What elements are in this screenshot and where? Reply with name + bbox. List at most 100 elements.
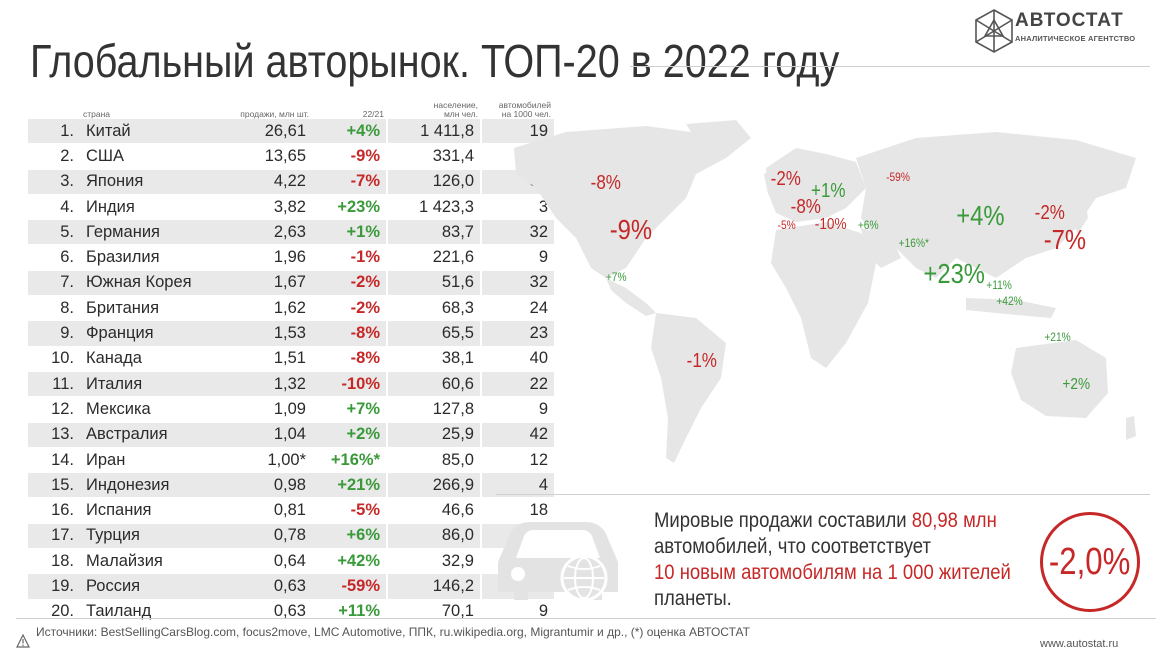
change-cell: -2% [312, 270, 387, 297]
table-row: 14. Иран 1,00* +16%* 85,0 12 [28, 447, 554, 474]
sales-cell: 0,98 [200, 472, 312, 499]
site-link[interactable]: www.autostat.ru [1040, 638, 1119, 650]
header-population-line1: население, [433, 100, 478, 110]
africa-shape [771, 222, 876, 368]
cars-per-1000-cell: 4 [480, 472, 554, 499]
map-label-canada: -8% [590, 172, 621, 194]
indonesia-shape [966, 298, 1056, 318]
rank-cell: 9. [28, 320, 80, 347]
population-cell: 46,6 [386, 497, 481, 524]
logo-subtitle: АНАЛИТИЧЕСКОЕ АГЕНТСТВО [1015, 34, 1136, 43]
rank-cell: 15. [28, 472, 80, 499]
country-cell: Китай [80, 119, 200, 145]
map-label-turkey: +6% [857, 218, 879, 232]
car-globe-icon [498, 522, 618, 602]
change-cell: -10% [312, 371, 387, 398]
cars-per-1000-cell: 3 [480, 194, 554, 221]
sources-text: Источники: BestSellingCarsBlog.com, focu… [36, 625, 750, 639]
population-cell: 38,1 [386, 346, 481, 372]
country-cell: Малайзия [80, 548, 200, 575]
rank-cell: 11. [28, 371, 80, 398]
header-cars-line2: на 1000 чел. [501, 109, 551, 119]
map-label-thailand: +11% [986, 278, 1012, 292]
sales-cell: 3,82 [200, 194, 312, 221]
table-row: 10. Канада 1,51 -8% 38,1 40 [28, 346, 554, 372]
rank-cell: 16. [28, 497, 80, 524]
asia-shape [856, 132, 1136, 278]
rank-cell: 12. [28, 396, 80, 423]
rank-cell: 5. [28, 219, 80, 246]
population-cell: 331,4 [386, 143, 481, 170]
sales-cell: 26,61 [200, 119, 312, 145]
map-label-usa: -9% [609, 214, 653, 245]
cars-per-1000-cell: 9 [480, 599, 554, 625]
population-cell: 85,0 [386, 447, 481, 474]
change-cell: +4% [312, 119, 387, 145]
map-label-france: -8% [790, 196, 821, 218]
map-label-india: +23% [923, 258, 985, 289]
sales-cell: 1,96 [200, 244, 312, 271]
population-cell: 86,0 [386, 523, 481, 550]
world-map [514, 120, 1136, 463]
map-label-brazil: -1% [686, 350, 717, 372]
header-population-line2: млн чел. [443, 109, 478, 119]
rank-cell: 20. [28, 599, 80, 625]
map-label-japan: -7% [1043, 224, 1087, 255]
rank-cell: 19. [28, 573, 80, 600]
table-row: 11. Италия 1,32 -10% 60,6 22 [28, 371, 554, 398]
summary-line4: планеты. [654, 587, 732, 610]
sales-cell: 2,63 [200, 219, 312, 246]
change-cell: +42% [312, 548, 387, 575]
cars-per-1000-cell: 9 [480, 396, 554, 423]
europe-shape [766, 148, 866, 222]
sales-cell: 0,64 [200, 548, 312, 575]
table-row: 9. Франция 1,53 -8% 65,5 23 [28, 320, 554, 347]
country-cell: Австралия [80, 422, 200, 448]
britain-shape [764, 168, 780, 194]
map-label-spain: -5% [777, 218, 796, 232]
country-cell: Турция [80, 523, 200, 550]
country-cell: Испания [80, 497, 200, 524]
country-cell: Германия [80, 219, 200, 246]
divider [496, 494, 1150, 495]
change-cell: -8% [312, 346, 387, 372]
table-row: 1. Китай 26,61 +4% 1 411,8 19 [28, 119, 554, 145]
change-cell: +1% [312, 219, 387, 246]
rank-cell: 7. [28, 270, 80, 297]
sales-cell: 1,00* [200, 447, 312, 474]
japan-shape [1070, 194, 1088, 233]
population-cell: 1 411,8 [386, 119, 481, 145]
cars-per-1000-cell: 24 [480, 295, 554, 322]
population-cell: 70,1 [386, 599, 481, 625]
change-cell: +21% [312, 472, 387, 499]
north-america-shape [514, 126, 726, 278]
header-change: 22/21 [362, 109, 384, 119]
table-row: 12. Мексика 1,09 +7% 127,8 9 [28, 396, 554, 423]
total-change-badge: -2,0% [1040, 512, 1140, 612]
sales-cell: 1,53 [200, 320, 312, 347]
autostat-logo-icon [975, 9, 1013, 53]
population-cell: 25,9 [386, 422, 481, 448]
country-cell: Южная Корея [80, 270, 200, 297]
change-cell: -9% [312, 143, 387, 170]
sales-cell: 0,63 [200, 599, 312, 625]
cars-per-1000-cell: 9 [480, 244, 554, 271]
change-cell: +11% [312, 599, 387, 625]
country-cell: Индонезия [80, 472, 200, 499]
change-cell: -1% [312, 244, 387, 271]
divider [16, 618, 1156, 619]
population-cell: 146,2 [386, 573, 481, 600]
country-cell: Иран [80, 447, 200, 474]
map-label-germany: +1% [811, 180, 846, 202]
divider [630, 66, 1150, 67]
country-cell: Италия [80, 371, 200, 398]
country-cell: Индия [80, 194, 200, 221]
header-sales: продажи, млн шт. [240, 109, 309, 119]
country-cell: Канада [80, 346, 200, 372]
sales-cell: 1,62 [200, 295, 312, 322]
map-label-korea: -2% [1034, 202, 1065, 224]
header-population: население, млн чел. [387, 97, 481, 119]
